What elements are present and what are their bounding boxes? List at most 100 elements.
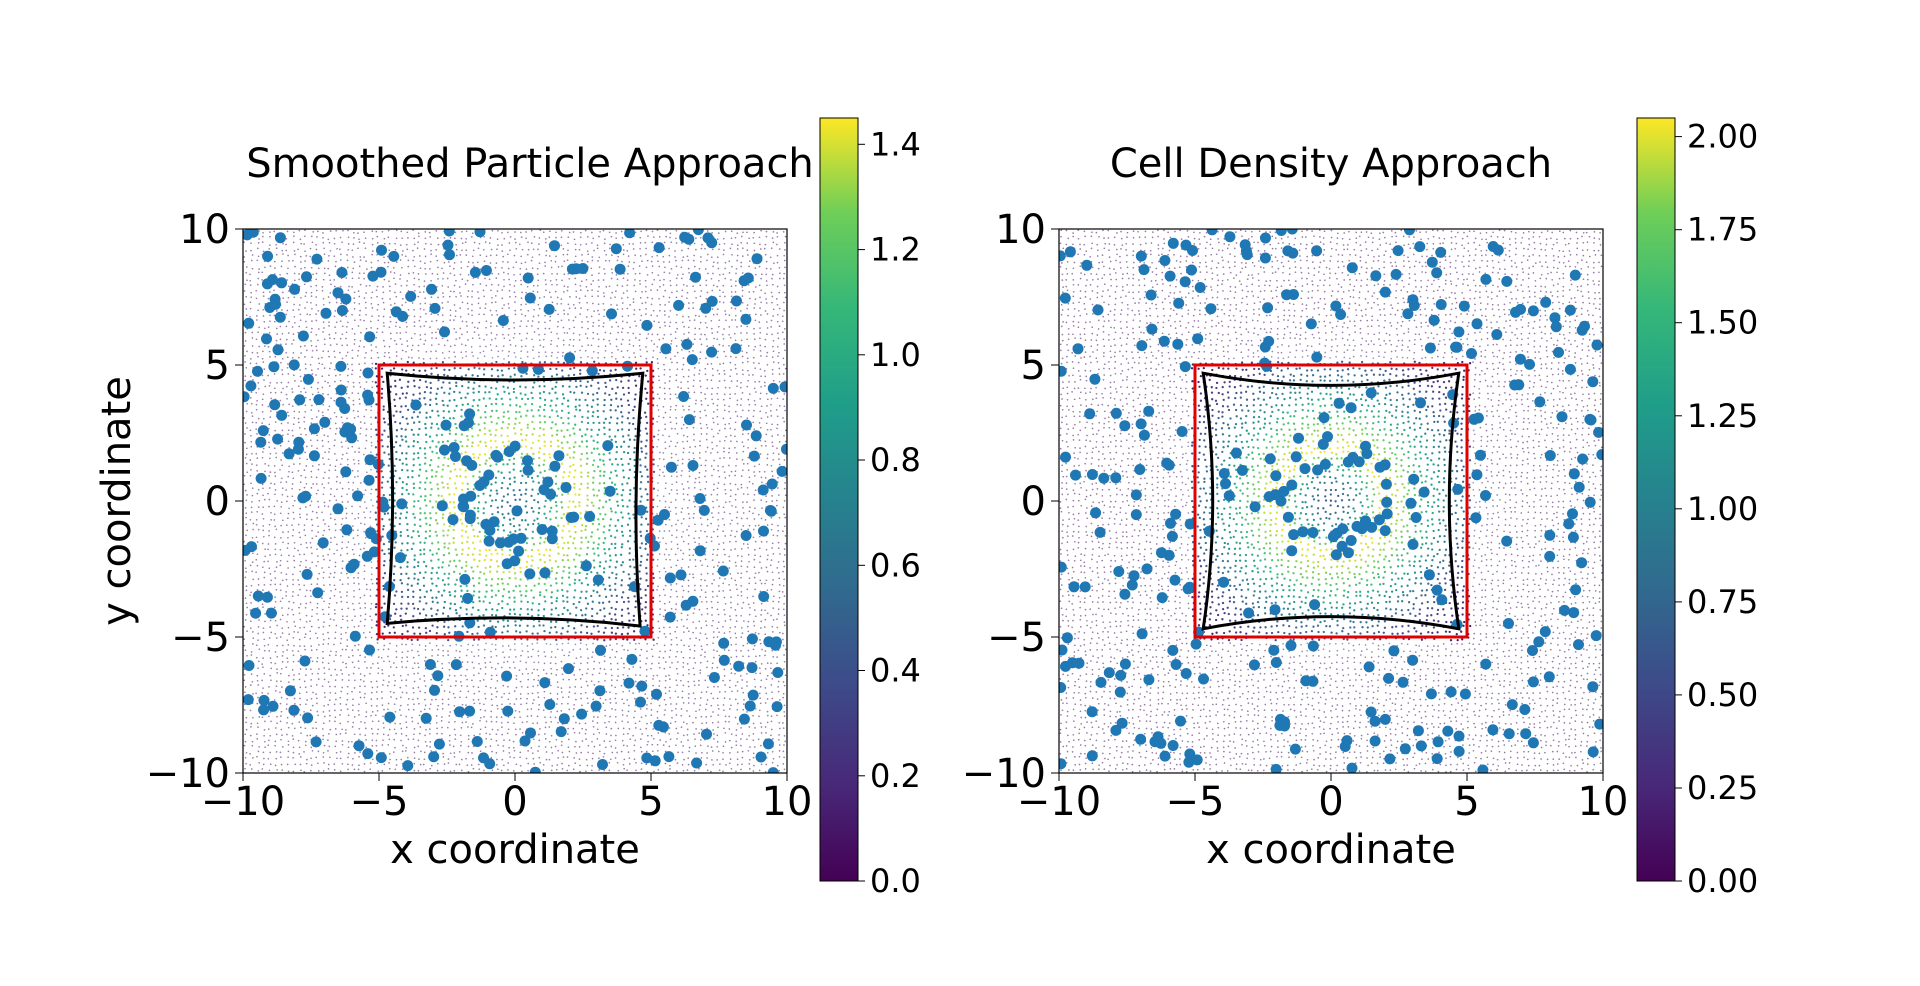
density-dot bbox=[525, 661, 527, 664]
density-dot bbox=[279, 468, 281, 471]
density-dot bbox=[287, 440, 290, 443]
density-dot bbox=[548, 468, 551, 471]
density-dot bbox=[566, 541, 570, 544]
density-dot bbox=[482, 507, 485, 510]
density-dot bbox=[423, 548, 426, 551]
density-dot bbox=[448, 734, 451, 737]
density-dot bbox=[263, 729, 266, 731]
density-dot bbox=[298, 463, 301, 465]
density-dot bbox=[257, 387, 260, 390]
density-dot bbox=[515, 763, 518, 766]
density-dot bbox=[287, 567, 289, 569]
density-dot bbox=[382, 648, 385, 651]
density-dot bbox=[371, 739, 374, 742]
density-dot bbox=[453, 752, 456, 754]
density-dot bbox=[548, 510, 552, 513]
density-dot bbox=[293, 715, 296, 718]
density-dot bbox=[496, 506, 499, 509]
density-dot bbox=[268, 446, 271, 449]
density-dot bbox=[424, 536, 427, 540]
density-dot bbox=[286, 301, 288, 303]
density-dot bbox=[542, 408, 546, 412]
density-dot bbox=[484, 666, 487, 669]
density-dot bbox=[246, 427, 248, 429]
density-dot bbox=[542, 669, 545, 671]
density-dot bbox=[375, 346, 377, 348]
density-dot bbox=[424, 242, 427, 245]
density-dot bbox=[244, 686, 247, 688]
density-dot bbox=[255, 362, 258, 365]
density-dot bbox=[305, 566, 307, 568]
density-dot bbox=[537, 566, 540, 570]
density-dot bbox=[543, 651, 546, 653]
density-dot bbox=[318, 644, 320, 646]
density-dot bbox=[267, 548, 269, 551]
density-dot bbox=[262, 627, 265, 630]
density-dot bbox=[366, 588, 368, 591]
density-dot bbox=[304, 356, 306, 358]
density-dot bbox=[395, 435, 398, 438]
density-dot bbox=[386, 445, 389, 448]
density-dot bbox=[532, 457, 535, 461]
density-dot bbox=[293, 697, 296, 700]
density-dot bbox=[512, 462, 515, 466]
density-dot bbox=[251, 570, 254, 573]
density-dot bbox=[473, 422, 476, 426]
density-dot bbox=[567, 411, 570, 415]
density-dot bbox=[401, 750, 404, 753]
density-dot bbox=[512, 336, 515, 339]
density-dot bbox=[363, 564, 366, 567]
density-dot bbox=[388, 326, 391, 329]
density-dot bbox=[490, 650, 492, 653]
density-dot bbox=[531, 632, 534, 635]
density-dot bbox=[503, 390, 506, 394]
density-dot bbox=[249, 284, 252, 286]
density-dot bbox=[461, 716, 463, 719]
density-dot bbox=[500, 505, 504, 508]
density-dot bbox=[291, 595, 294, 598]
density-dot bbox=[484, 566, 487, 570]
density-dot bbox=[501, 481, 504, 485]
density-dot bbox=[374, 714, 377, 717]
density-dot bbox=[490, 693, 493, 695]
density-dot bbox=[567, 727, 569, 730]
density-dot bbox=[285, 489, 287, 491]
density-dot bbox=[443, 344, 446, 347]
density-dot bbox=[328, 374, 330, 377]
density-dot bbox=[405, 607, 408, 610]
density-dot bbox=[527, 762, 530, 765]
density-dot bbox=[501, 231, 503, 234]
density-dot bbox=[412, 379, 416, 382]
density-dot bbox=[334, 356, 336, 358]
density-dot bbox=[436, 483, 439, 486]
density-dot bbox=[383, 572, 387, 575]
density-dot bbox=[357, 572, 360, 574]
density-dot bbox=[521, 731, 524, 734]
density-dot bbox=[250, 673, 253, 675]
density-dot bbox=[506, 463, 509, 466]
density-dot bbox=[267, 744, 270, 747]
density-dot bbox=[251, 337, 254, 339]
density-dot bbox=[339, 337, 342, 340]
density-dot bbox=[508, 554, 511, 557]
density-dot bbox=[386, 684, 389, 687]
density-dot bbox=[250, 434, 252, 437]
density-dot bbox=[471, 606, 475, 609]
density-dot bbox=[448, 715, 451, 717]
density-dot bbox=[413, 315, 416, 318]
density-dot bbox=[435, 402, 438, 406]
density-dot bbox=[268, 441, 270, 444]
density-dot bbox=[311, 552, 313, 555]
density-dot bbox=[406, 522, 409, 526]
density-dot bbox=[351, 392, 354, 394]
density-dot bbox=[488, 397, 491, 400]
density-dot bbox=[537, 679, 540, 682]
density-dot bbox=[538, 339, 541, 342]
density-dot bbox=[502, 529, 506, 532]
density-dot bbox=[526, 537, 529, 540]
density-dot bbox=[520, 320, 523, 322]
density-dot bbox=[375, 230, 378, 233]
density-dot bbox=[258, 745, 260, 748]
density-dot bbox=[494, 476, 498, 479]
density-dot bbox=[495, 733, 498, 736]
